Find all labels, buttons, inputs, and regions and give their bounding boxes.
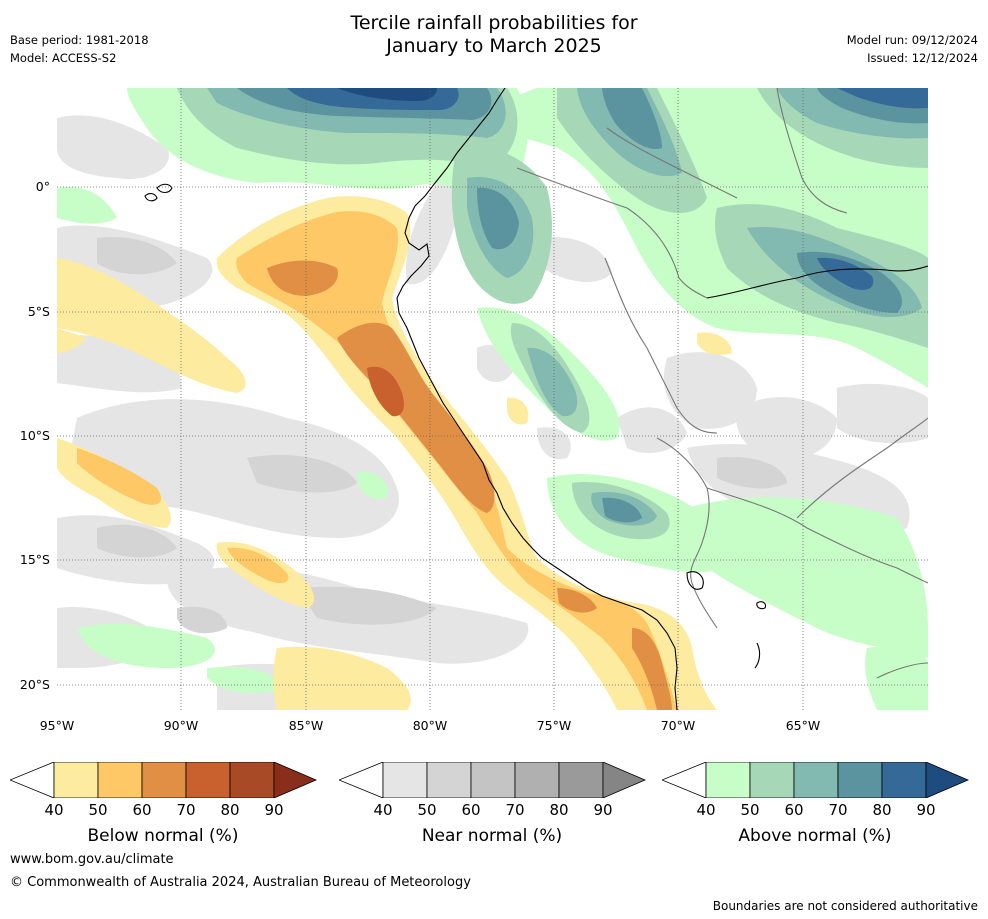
above-tick-40: 40 [696, 801, 716, 819]
below-tick-40: 40 [44, 801, 64, 819]
boundary-disclaimer: Boundaries are not considered authoritat… [712, 899, 978, 913]
lat-label-5s: 5°S [27, 304, 50, 319]
near-normal-title: Near normal (%) [421, 826, 563, 846]
near-normal-colorbar [339, 762, 647, 798]
near-tick-80: 80 [549, 801, 569, 819]
below-tick-60: 60 [132, 801, 152, 819]
near-tick-50: 50 [417, 801, 437, 819]
lon-label-65w: 65°W [785, 718, 821, 733]
lon-label-75w: 75°W [536, 718, 572, 733]
title-line-2: January to March 2025 [386, 35, 602, 57]
near-tick-90: 90 [593, 801, 613, 819]
near-normal-darker [97, 237, 787, 634]
copyright-notice: © Commonwealth of Australia 2024, Austra… [10, 875, 471, 890]
above-tick-60: 60 [784, 801, 804, 819]
below-normal-colorbar [10, 762, 318, 798]
below-tick-50: 50 [88, 801, 108, 819]
lat-label-15s: 15°S [19, 552, 50, 567]
lat-label-10s: 10°S [19, 428, 50, 443]
above-tick-50: 50 [740, 801, 760, 819]
near-tick-60: 60 [461, 801, 481, 819]
lon-label-80w: 80°W [412, 718, 448, 733]
above-tick-80: 80 [872, 801, 892, 819]
lon-label-90w: 90°W [163, 718, 199, 733]
title-line-1: Tercile rainfall probabilities for [350, 12, 638, 34]
below-normal-areas [57, 196, 732, 710]
lat-label-20s: 20°S [19, 677, 50, 692]
lon-label-85w: 85°W [288, 718, 324, 733]
issued-date: Issued: 12/12/2024 [867, 51, 978, 65]
near-tick-40: 40 [373, 801, 393, 819]
rainfall-probability-map [57, 88, 928, 710]
map-canvas [57, 88, 928, 710]
lon-label-70w: 70°W [660, 718, 696, 733]
below-tick-90: 90 [264, 801, 284, 819]
above-tick-70: 70 [828, 801, 848, 819]
above-normal-title: Above normal (%) [738, 826, 892, 846]
map-gridlines [57, 88, 928, 710]
base-period: Base period: 1981-2018 [10, 33, 149, 47]
above-normal-colorbar [662, 762, 970, 798]
model-name: Model: ACCESS-S2 [10, 51, 117, 65]
lat-label-0: 0° [35, 179, 50, 194]
below-normal-title: Below normal (%) [87, 826, 239, 846]
lon-label-95w: 95°W [39, 718, 75, 733]
model-run: Model run: 09/12/2024 [846, 33, 978, 47]
website-link: www.bom.gov.au/climate [10, 852, 174, 867]
below-tick-70: 70 [176, 801, 196, 819]
above-tick-90: 90 [916, 801, 936, 819]
page-title: Tercile rainfall probabilities for Janua… [0, 12, 988, 58]
near-tick-70: 70 [505, 801, 525, 819]
coastline [144, 88, 928, 710]
above-normal-areas [57, 88, 928, 710]
below-tick-80: 80 [220, 801, 240, 819]
